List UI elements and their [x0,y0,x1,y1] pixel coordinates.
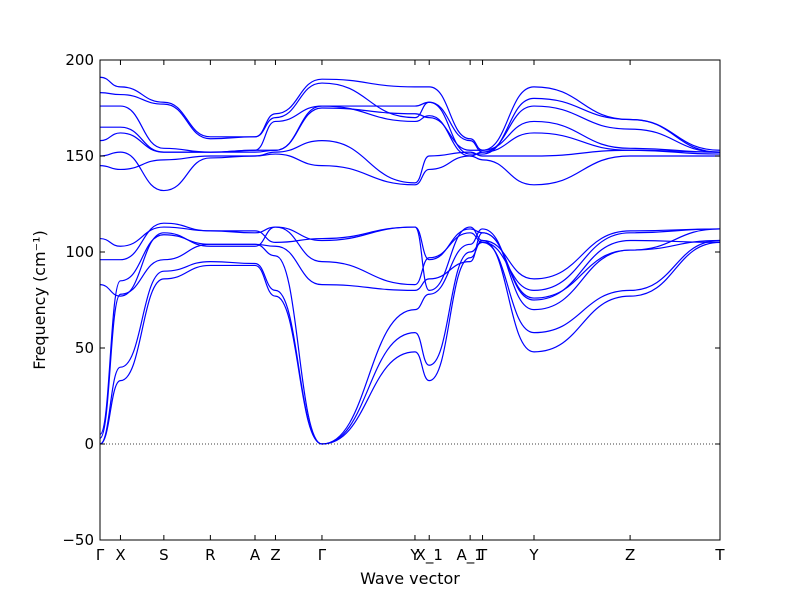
phonon-branch-9 [99,140,721,192]
y-tick-label: 0 [84,435,94,453]
y-tick-label: 200 [65,51,94,69]
x-tick-label-1: X [115,546,125,564]
x-tick-label-13: T [714,546,725,564]
phonon-branch-13 [99,82,721,155]
x-axis-ticks: Γ X S R A Z Γ YX_1 A_1T Y Z T [96,60,725,565]
x-tick-label-3: R [205,546,215,564]
x-tick-label-10: T [477,546,488,564]
phonon-branch-8 [99,153,720,186]
x-axis-label: Wave vector [360,569,460,588]
x-tick-label-11: Y [528,546,539,564]
phonon-branch-12 [100,101,721,153]
x-tick-label-2: S [159,546,169,564]
y-tick-label: 50 [75,339,94,357]
phonon-branch-4 [99,228,721,435]
phonon-branch-14 [99,76,721,153]
x-tick-label-8: X_1 [416,546,443,565]
y-axis-label: Frequency (cm⁻¹) [30,230,49,369]
phonon-branch-5 [99,226,721,297]
plot-frame [99,59,721,541]
phonon-branch-3 [99,228,721,445]
phonon-branch-1 [99,239,721,445]
x-tick-label-4: A [250,546,261,564]
x-tick-label-9: A_1 [456,546,483,565]
x-tick-label-6: Γ [318,546,327,564]
y-tick-label: 100 [65,243,94,261]
phonon-branch-7 [99,226,721,301]
x-tick-label-5: Z [270,546,280,564]
x-tick-label-0: Γ [96,546,105,564]
phonon-branch-2 [99,239,721,445]
y-tick-label: −50 [62,531,94,549]
y-axis-ticks: −50 0 50 100 150 200 [62,51,720,549]
series-layer [99,76,721,445]
x-tick-label-7: Y [409,546,420,564]
y-tick-label: 150 [65,147,94,165]
x-tick-label-12: Z [625,546,635,564]
